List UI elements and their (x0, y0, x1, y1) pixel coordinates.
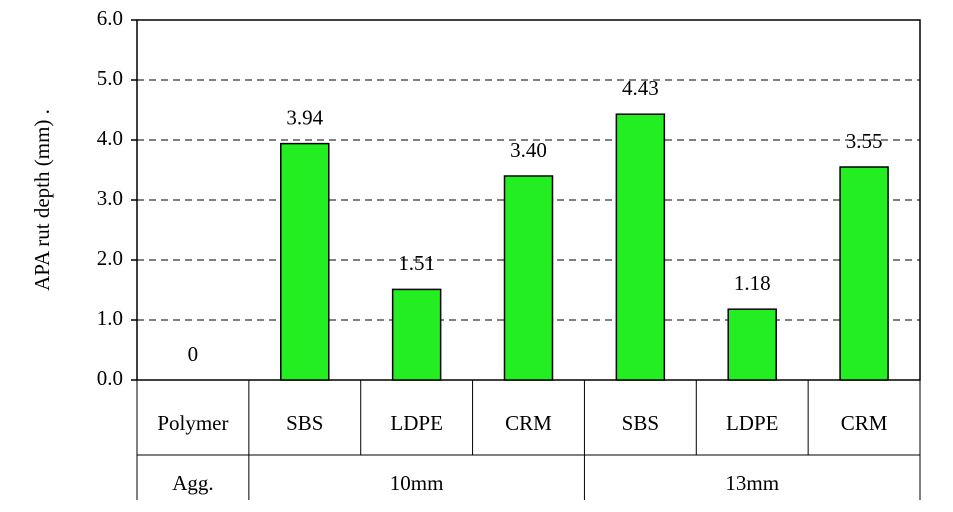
x-tick-label: SBS (286, 411, 323, 435)
x-tick-label: Polymer (157, 411, 228, 435)
bar (391, 288, 442, 381)
value-label: 3.94 (286, 105, 323, 129)
y-tick-label: 6.0 (97, 6, 123, 30)
bar (280, 142, 330, 381)
group-label: 13mm (725, 471, 779, 495)
x-tick-label: LDPE (390, 411, 443, 435)
x-tick-label: LDPE (726, 411, 779, 435)
value-label: 3.40 (510, 138, 547, 162)
bar (615, 113, 666, 381)
value-label: 0 (188, 342, 199, 366)
value-label: 3.55 (846, 129, 883, 153)
y-tick-label: 0.0 (97, 366, 123, 390)
x-tick-label: CRM (841, 411, 888, 435)
value-label: 1.51 (398, 251, 435, 275)
y-tick-label: 3.0 (97, 186, 123, 210)
bar (503, 175, 554, 381)
value-label: 1.18 (734, 271, 771, 295)
y-tick-label: 1.0 (97, 306, 123, 330)
group-label: 10mm (390, 471, 444, 495)
bar (839, 166, 889, 381)
y-tick-label: 4.0 (97, 126, 123, 150)
y-tick-label: 5.0 (97, 66, 123, 90)
y-axis-label: APA rut depth (mm) . (30, 109, 54, 291)
x-tick-label: SBS (622, 411, 659, 435)
bar (727, 308, 777, 381)
value-label: 4.43 (622, 76, 659, 100)
row-header: Agg. (172, 471, 213, 495)
x-tick-label: CRM (505, 411, 552, 435)
y-tick-label: 2.0 (97, 246, 123, 270)
